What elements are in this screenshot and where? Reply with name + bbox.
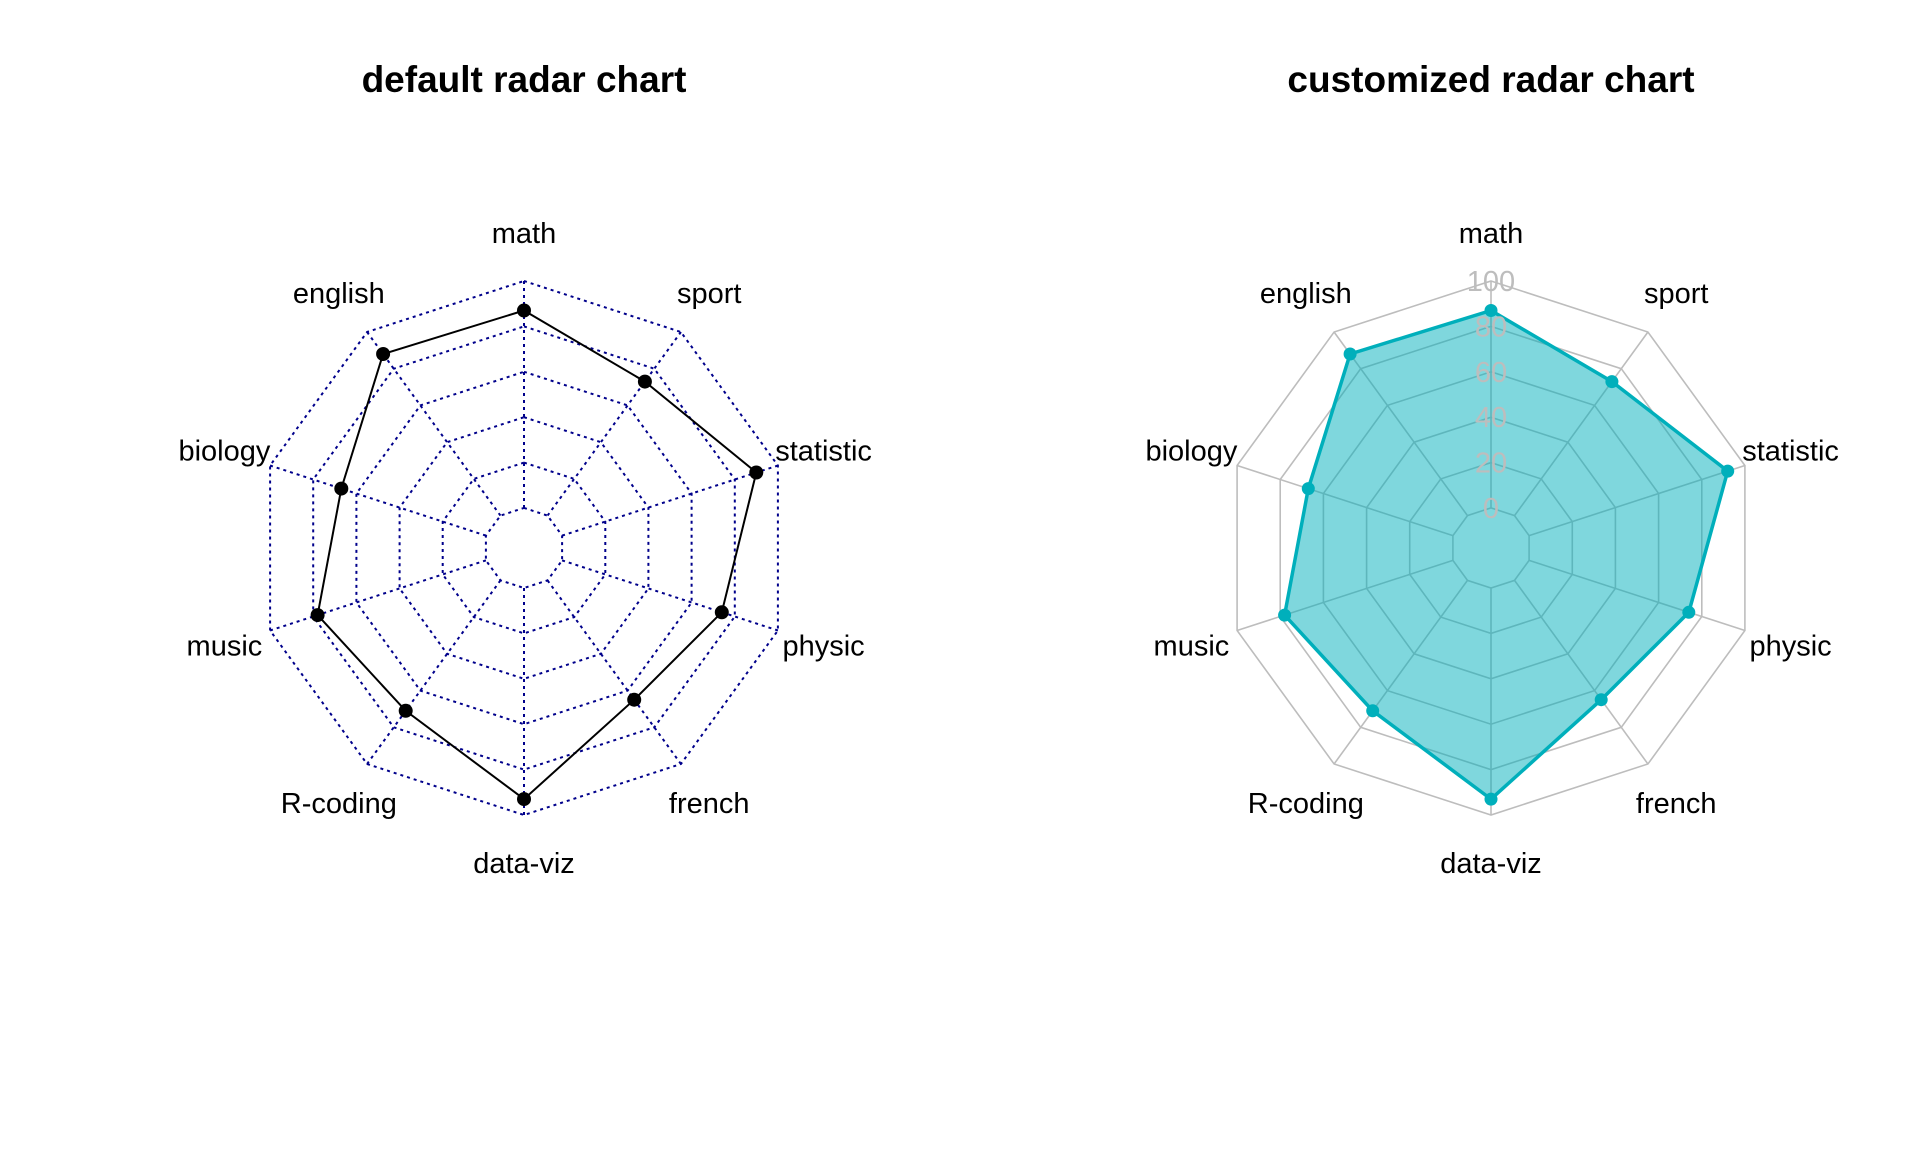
customized-radar-chart: customized radar chart020406080100mathsp…: [1145, 59, 1838, 880]
axis-label-music: music: [187, 630, 263, 662]
grid-spoke-english: [366, 331, 502, 517]
data-point-music: [1278, 608, 1292, 622]
data-point-math: [1484, 304, 1498, 317]
data-point-statistic: [1721, 464, 1735, 478]
data-point-french: [627, 692, 642, 707]
data-point-french: [1594, 693, 1608, 707]
grid-spoke-sport: [546, 331, 682, 517]
data-point-physic: [1682, 605, 1696, 619]
grid-spoke-music: [269, 559, 487, 632]
series-area: [316, 309, 758, 801]
axis-label-english: english: [293, 278, 385, 310]
axis-label-sport: sport: [1644, 278, 1708, 310]
axis-label-R-coding: R-coding: [1248, 788, 1364, 820]
grid-spoke-physic: [561, 559, 779, 632]
data-point-music: [310, 608, 325, 623]
data-point-sport: [637, 374, 652, 389]
data-point-english: [1343, 347, 1357, 361]
axis-label-physic: physic: [782, 630, 864, 662]
data-point-data-viz: [1484, 792, 1498, 806]
axis-label-physic: physic: [1749, 630, 1831, 662]
grid-ring-1: [441, 461, 607, 635]
axis-label-english: english: [1260, 278, 1352, 310]
ring-label: 0: [1483, 493, 1499, 525]
axis-label-R-coding: R-coding: [281, 788, 397, 820]
grid-spoke-french: [546, 579, 682, 765]
ring-label: 20: [1475, 448, 1507, 480]
grid-spoke-statistic: [561, 464, 779, 537]
data-point-physic: [714, 605, 729, 620]
axis-label-french: french: [669, 788, 750, 820]
data-point-R-coding: [1366, 704, 1380, 718]
axis-label-sport: sport: [677, 278, 741, 310]
ring-label: 100: [1467, 266, 1515, 298]
axis-label-music: music: [1154, 630, 1230, 662]
axis-label-math: math: [1459, 218, 1523, 250]
axis-label-math: math: [492, 218, 556, 250]
axis-label-statistic: statistic: [775, 436, 872, 468]
grid-spoke-biology: [269, 464, 487, 537]
data-point-biology: [1301, 482, 1315, 496]
data-point-data-viz: [517, 792, 531, 807]
axis-label-data-viz: data-viz: [473, 848, 575, 880]
axis-label-biology: biology: [1145, 436, 1237, 468]
data-point-statistic: [749, 465, 764, 480]
chart-title: default radar chart: [362, 59, 687, 100]
default-radar-chart: default radar chart math sport statistic phy…: [178, 59, 871, 880]
grid-ring-4: [312, 325, 736, 771]
axis-label-french: french: [1636, 788, 1717, 820]
grid-ring-3: [355, 370, 693, 726]
data-point-english: [376, 347, 391, 361]
data-point-sport: [1605, 375, 1619, 389]
axis-label-data-viz: data-viz: [1440, 848, 1542, 880]
chart-title: customized radar chart: [1287, 59, 1694, 100]
grid-ring-0: [484, 506, 564, 590]
data-point-R-coding: [398, 703, 413, 718]
ring-label: 40: [1475, 402, 1507, 434]
grid-spoke-R-coding: [366, 579, 502, 765]
grid-ring-5: [269, 279, 779, 817]
axis-label-biology: biology: [178, 436, 270, 468]
axis-label-statistic: statistic: [1742, 436, 1839, 468]
ring-label: 60: [1475, 357, 1507, 389]
data-point-biology: [334, 481, 349, 496]
data-point-math: [517, 303, 531, 318]
grid-ring-2: [398, 416, 650, 680]
